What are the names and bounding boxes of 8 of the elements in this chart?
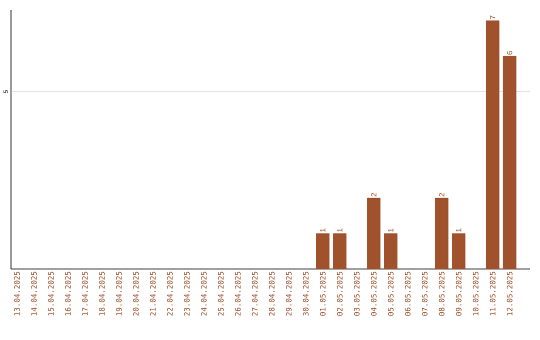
bar [434,198,448,270]
bar [502,56,516,270]
bar [452,233,466,270]
bar [384,233,398,270]
bar [333,233,346,270]
bar [316,233,330,270]
bar [486,20,500,270]
bar [367,198,380,270]
